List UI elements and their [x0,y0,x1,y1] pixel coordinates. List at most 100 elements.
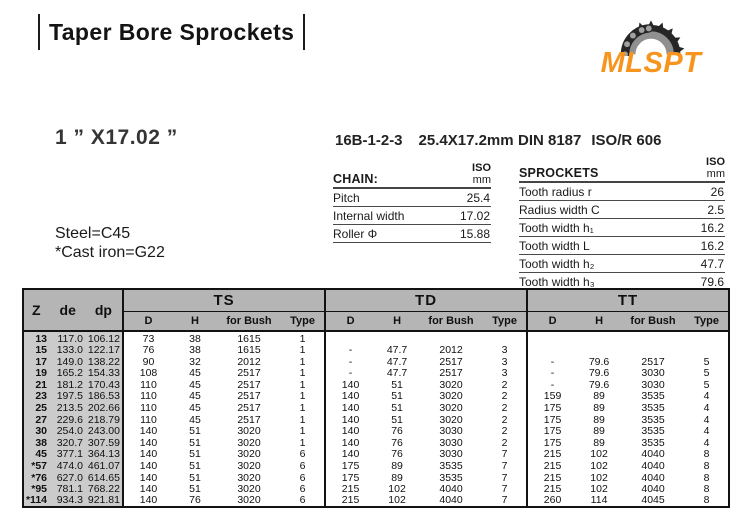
cell-value: 6 [299,494,306,507]
cell-value: 51 [189,425,201,438]
sprockets-unit-iso: ISO [706,156,725,168]
cell-z: 23 [23,390,49,403]
cell-value [621,331,685,345]
cell-value: 4045 [641,494,665,507]
cell-value [577,331,621,345]
cell-dp: 202.66 [85,402,123,415]
cell-value: 1 [299,425,306,438]
din-standard: DIN 8187 [518,132,582,149]
cell-z: 17 [23,356,49,368]
cell-value [324,331,376,345]
cell-value [526,331,578,345]
cell-value: 215 [526,472,578,484]
cell-value: 90 [122,356,173,368]
table-row: *76 627.0 614.65 140 51 3020 6 175 89 3535 7 215 102… [23,472,729,484]
cell-value: 6 [299,471,306,484]
cell-value: 51 [189,483,201,496]
cell-value: 102 [590,448,608,461]
table-row: 21 181.2 170.43 110 45 2517 1 140 51 3020 2 -79.6 30… [23,379,729,391]
cell-value: 3535 [641,425,665,438]
cell-value: 1 [299,344,306,357]
iso-standard: ISO/R 606 [591,132,662,149]
chain-unit-label: ISO mm [472,162,491,186]
spec-value: 16.2 [700,239,724,254]
cell-value: 215 [324,483,376,496]
cell-de: 781.1 [49,483,85,496]
cell-value: 8 [703,448,710,461]
spec-value: 25.4 [466,191,490,206]
cell-value: 159 [526,390,578,403]
cell-value: 89 [593,413,605,426]
cell-value: 3535 [439,459,463,472]
spec-value: 16.2 [700,221,724,236]
cell-dp: 186.53 [85,390,123,403]
spec-row: Internal width 17.02 [333,207,491,226]
cell-de: 117.0 [49,331,85,345]
cell-z: 15 [23,344,49,357]
chain-unit-iso: ISO [472,162,491,174]
column-header-type: Type [685,311,730,331]
cell-value: 110 [122,390,173,403]
cell-value: 4 [703,436,710,449]
cell-value: 51 [391,378,403,391]
cell-value: - [324,356,376,368]
column-header-for-bush: for Bush [217,311,281,331]
cell-value: 102 [590,471,608,484]
cell-value: 38 [189,344,201,357]
table-row: *57 474.0 461.07 140 51 3020 6 175 89 3535 7 215 102… [23,459,729,473]
cell-value: 175 [324,472,376,484]
sprockets-spec-table: SPROCKETS ISO mm Tooth radius r 26 Radius … [519,156,725,292]
cell-value: 102 [590,483,608,496]
spec-label: Roller Φ [333,227,378,242]
cell-dp: 243.00 [85,425,123,438]
cell-de: 474.0 [49,460,85,473]
cast-iron-note: *Cast iron=G22 [55,243,165,261]
cell-value: 76 [391,436,403,449]
cell-value: 2517 [439,355,463,368]
chain-size-mm: 25.4X17.2mm [418,132,514,149]
cell-value: 102 [590,459,608,472]
cell-value: 4040 [439,494,463,507]
cell-value: 76 [122,344,173,357]
cell-value: 47.7 [386,344,408,357]
table-row: 27 229.6 218.79 110 45 2517 1 140 51 3020 2 175 89 35… [23,414,729,426]
cell-value: - [526,367,578,380]
spec-row: Pitch 25.4 [333,189,491,208]
cell-value: 215 [324,495,376,507]
cell-value: 2 [501,378,508,391]
cell-value: 3020 [237,483,261,496]
cell-value: 79.6 [588,367,610,380]
column-header-for-bush: for Bush [621,311,686,331]
column-header-d: D [526,311,578,331]
cell-z: 21 [23,379,49,391]
standards-line: DIN 8187 ISO/R 606 [518,132,661,149]
cell-value: 7 [501,471,508,484]
cell-value [526,344,578,357]
cell-value: 89 [593,436,605,449]
cell-dp: 170.43 [85,379,123,391]
cell-value: 8 [703,471,710,484]
cell-value: 89 [593,402,605,415]
cell-de: 254.0 [49,425,85,438]
table-row: 25 213.5 202.66 110 45 2517 1 140 51 3020 2 175 89 35… [23,402,729,415]
chain-model: 16B-1-2-3 [335,132,403,149]
cell-de: 320.7 [49,437,85,449]
cell-z: *76 [23,472,49,484]
cell-value: - [324,344,376,357]
cell-value: 140 [324,379,376,391]
col-de-label: de [59,302,76,318]
cell-value: 8 [703,459,710,472]
cell-z: 38 [23,437,49,449]
cell-value: 3030 [439,448,463,461]
cell-value: 102 [388,494,406,507]
cell-value: 3030 [439,425,463,438]
cell-value: 51 [189,448,201,461]
column-header-h: H [577,311,622,331]
table-row: *95 781.1 768.22 140 51 3020 6 215 102 4040 7 215 10… [23,483,729,496]
table-row: 38 320.7 307.59 140 51 3020 1 140 76 3030 2 175 89 35… [23,437,729,449]
cell-value: 47.7 [386,367,408,380]
cell-value: 140 [324,390,376,403]
cell-value: 102 [388,483,406,496]
